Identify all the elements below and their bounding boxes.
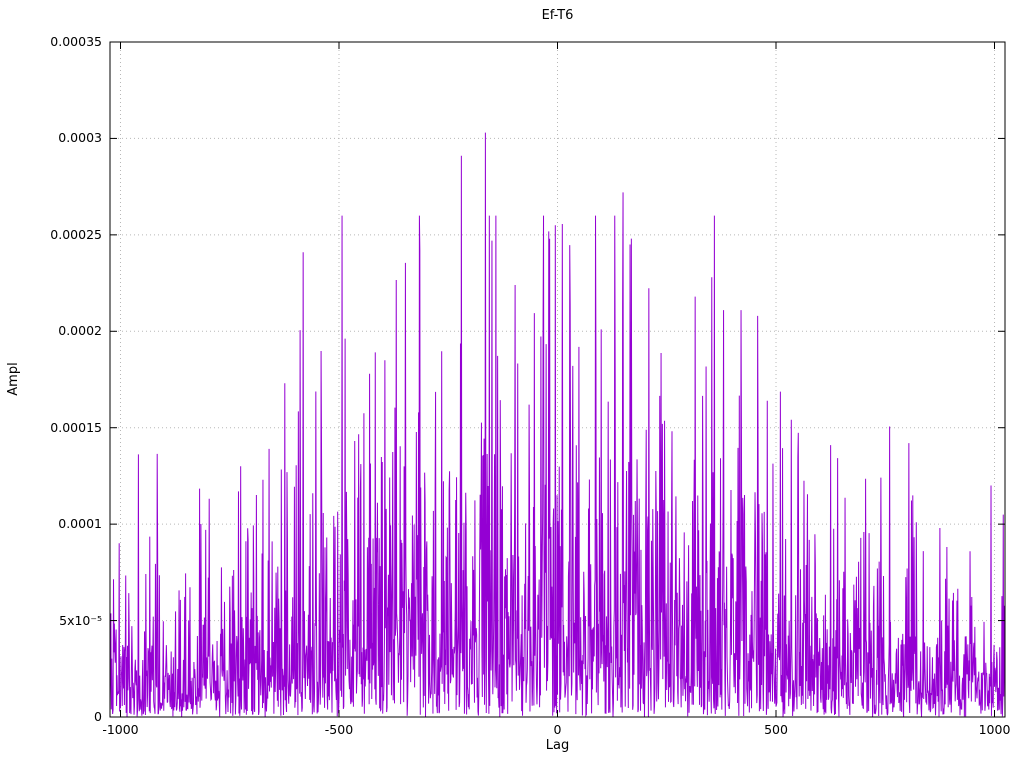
y-tick-label: 0.0002 [58,323,102,339]
x-tick-label: 1000 [978,722,1011,737]
y-tick-label: 0.0003 [58,130,102,146]
y-tick-label: 0.0001 [58,516,102,532]
y-tick-label: 0 [94,709,102,724]
y-tick-label: 0.00025 [50,226,102,242]
x-tick-label: -1000 [102,722,139,737]
series-line [109,132,1006,718]
x-tick-label: 0 [553,722,562,737]
chart-title: Ef-T6 [541,8,574,23]
x-tick-label: 500 [764,722,788,737]
x-tick-label: -500 [324,722,354,737]
y-tick-label: 5x10⁻⁵ [59,612,102,628]
y-tick-label: 0.00015 [50,419,102,435]
y-tick-label: 0.00035 [50,34,102,49]
x-axis-label: Lag [545,738,570,753]
